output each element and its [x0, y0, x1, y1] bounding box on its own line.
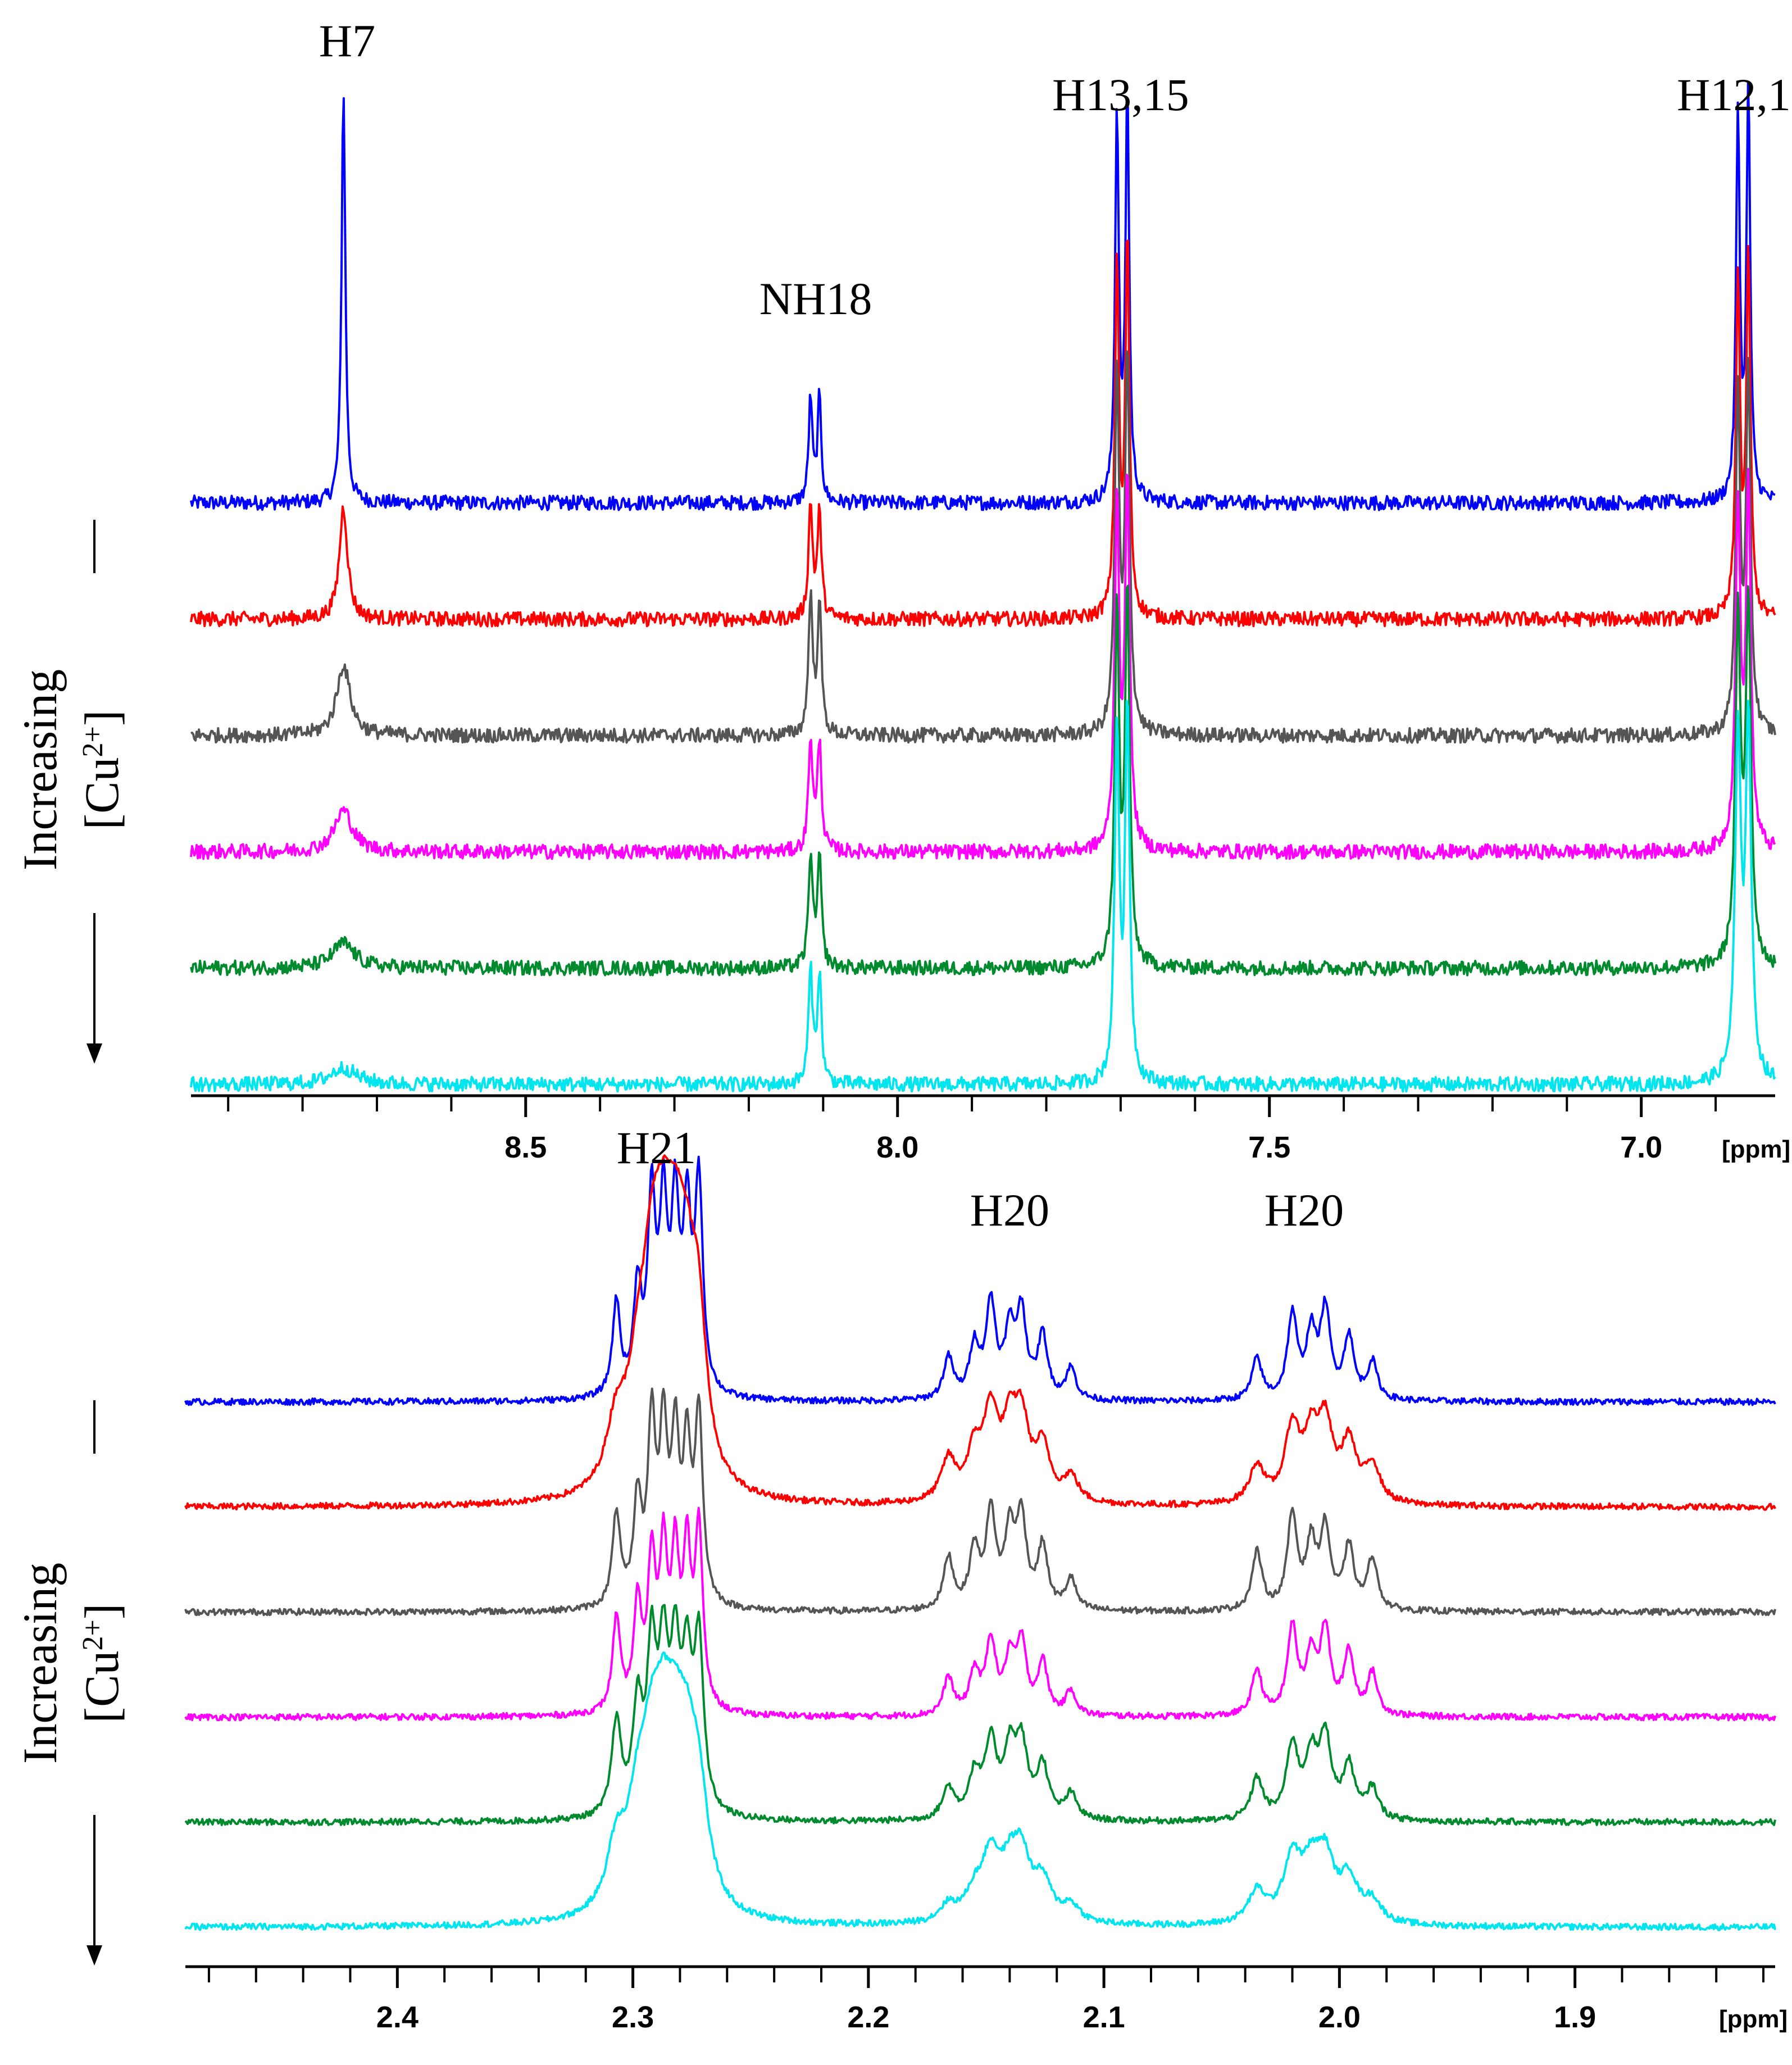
x-axis-unit-label: [ppm]: [1719, 2005, 1788, 2033]
series-line-3: [190, 350, 1776, 744]
side-label-line-2: [Cu2+]: [75, 1604, 129, 1723]
series-line-5: [184, 1604, 1776, 1826]
series-line-4: [184, 1506, 1776, 1722]
side-label-line-1: Increasing: [13, 1563, 67, 1764]
down-arrow-icon: [87, 1945, 102, 1966]
series-line-2: [184, 1154, 1776, 1511]
series-line-1: [190, 82, 1776, 511]
tick-label: 2.0: [1318, 2000, 1361, 2034]
series-line-2: [190, 239, 1776, 628]
peak-label: H13,15: [1052, 69, 1189, 120]
peak-label: H20: [970, 1184, 1049, 1236]
side-label-group: Increasing [Cu2+]: [13, 1563, 129, 1764]
tick-label: 8.0: [876, 1131, 918, 1164]
series-line-6: [184, 1651, 1776, 1931]
side-label-line-2: [Cu2+]: [75, 710, 129, 830]
tick-label: 1.9: [1554, 2000, 1596, 2034]
peak-label: H20: [1265, 1184, 1344, 1236]
tick-label: 7.5: [1248, 1131, 1290, 1164]
tick-label: 8.5: [504, 1131, 547, 1164]
x-axis-unit-label: [ppm]: [1722, 1136, 1790, 1163]
spectrum-panel-1: 8.5 8.0 7.5 7.0 [ppm] H7 NH18 H13,15 H12,16 Incre…: [13, 15, 1792, 1164]
series-line-1: [184, 1155, 1776, 1406]
series-line-4: [190, 468, 1776, 860]
side-label-line-1: Increasing: [13, 669, 67, 870]
series-line-5: [190, 584, 1776, 977]
tick-label: 2.1: [1083, 2000, 1125, 2034]
tick-label: 2.3: [612, 2000, 654, 2034]
tick-label: 2.4: [376, 2000, 419, 2034]
down-arrow-icon: [87, 1043, 102, 1064]
side-label-group: Increasing [Cu2+]: [13, 669, 129, 870]
series-line-3: [184, 1387, 1776, 1617]
tick-label: 7.0: [1620, 1131, 1662, 1164]
peak-label: NH18: [759, 273, 872, 324]
tick-label: 2.2: [847, 2000, 889, 2034]
series-line-6: [190, 700, 1776, 1093]
spectrum-panel-2: 2.4 2.3 2.2 2.1 2.0 1.9 [ppm] H21 H20 H20 Increasi…: [13, 1122, 1788, 2034]
peak-label: H21: [617, 1122, 696, 1173]
peak-label: H7: [319, 15, 375, 66]
peak-label: H12,16: [1677, 69, 1792, 120]
